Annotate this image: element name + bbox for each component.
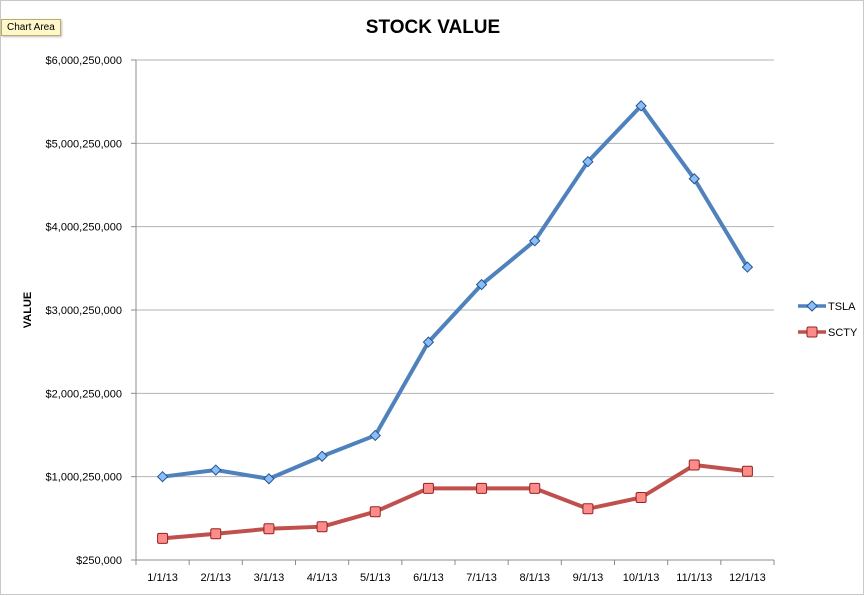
chart-area-tooltip: Chart Area bbox=[1, 19, 61, 36]
x-tick-label: 4/1/13 bbox=[307, 572, 338, 584]
data-point-scty bbox=[582, 503, 594, 515]
y-axis-title: VALUE bbox=[22, 292, 34, 328]
x-tick-label: 2/1/13 bbox=[200, 572, 231, 584]
data-point-tsla bbox=[582, 155, 594, 168]
data-point-scty bbox=[263, 523, 275, 535]
data-point-tsla bbox=[316, 450, 328, 462]
y-tick-label: $6,000,250,000 bbox=[46, 55, 122, 67]
data-point-scty bbox=[157, 532, 169, 544]
y-tick-label: $4,000,250,000 bbox=[46, 222, 122, 234]
data-point-tsla bbox=[741, 261, 754, 273]
data-point-scty bbox=[476, 482, 488, 494]
x-tick-label: 8/1/13 bbox=[519, 572, 550, 584]
x-tick-label: 12/1/13 bbox=[729, 572, 766, 584]
data-point-tsla bbox=[422, 336, 435, 348]
x-tick-label: 1/1/13 bbox=[147, 572, 178, 584]
x-tick-label: 3/1/13 bbox=[254, 572, 285, 584]
legend-label-scty: SCTY bbox=[828, 327, 858, 339]
x-tick-label: 10/1/13 bbox=[623, 572, 660, 584]
x-tick-label: 5/1/13 bbox=[360, 572, 391, 584]
y-tick-label: $1,000,250,000 bbox=[46, 472, 122, 484]
legend-marker-scty bbox=[806, 326, 818, 338]
x-tick-label: 6/1/13 bbox=[413, 572, 444, 584]
data-point-tsla bbox=[210, 464, 222, 476]
data-point-tsla bbox=[635, 100, 647, 112]
y-tick-label: $250,000 bbox=[76, 555, 122, 567]
data-point-scty bbox=[210, 528, 222, 540]
x-tick-label: 7/1/13 bbox=[466, 572, 497, 584]
data-point-scty bbox=[635, 492, 647, 504]
legend-label-tsla: TSLA bbox=[828, 301, 856, 313]
data-point-tsla bbox=[529, 235, 541, 247]
data-point-scty bbox=[529, 482, 541, 494]
x-tick-label: 11/1/13 bbox=[676, 572, 712, 584]
y-tick-label: $5,000,250,000 bbox=[46, 138, 122, 150]
data-point-scty bbox=[422, 482, 434, 494]
data-point-tsla bbox=[475, 278, 488, 291]
series-line-tsla bbox=[160, 103, 750, 481]
series-line-scty bbox=[160, 463, 750, 541]
chart-title: STOCK VALUE bbox=[365, 17, 501, 38]
y-tick-label: $3,000,250,000 bbox=[46, 305, 122, 317]
data-point-tsla bbox=[263, 473, 275, 485]
x-tick-label: 9/1/13 bbox=[573, 572, 604, 584]
data-point-scty bbox=[369, 506, 381, 518]
legend-marker-tsla bbox=[806, 300, 818, 312]
data-point-tsla bbox=[156, 470, 169, 483]
data-point-scty bbox=[741, 465, 753, 477]
data-point-scty bbox=[688, 459, 700, 471]
data-point-scty bbox=[316, 521, 328, 533]
y-tick-label: $2,000,250,000 bbox=[46, 388, 122, 400]
data-point-tsla bbox=[369, 429, 381, 442]
data-point-tsla bbox=[688, 173, 700, 185]
